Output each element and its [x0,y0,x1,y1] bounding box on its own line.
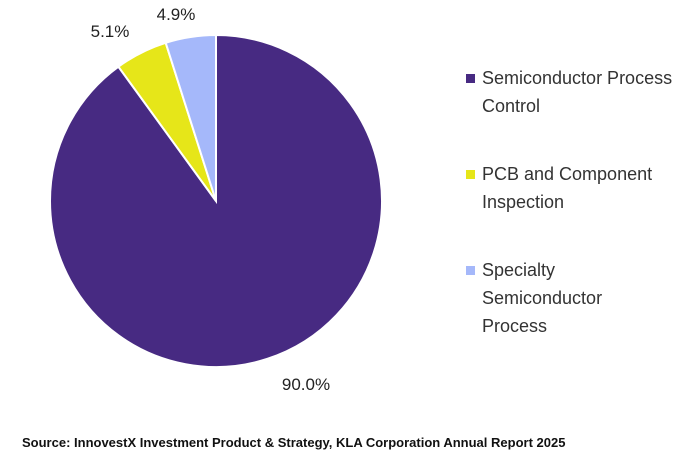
pie-slice-specialty-semiconductor-process [164,33,217,202]
legend-swatch [466,170,475,179]
slice-data-label: 90.0% [282,375,330,394]
legend-label: Specialty Semiconductor Process [482,260,603,336]
legend-swatch [466,266,475,275]
slice-data-label: 4.9% [157,5,196,24]
legend-label: PCB and Component Inspection [482,164,653,212]
source-note: Source: InnovestX Investment Product & S… [22,435,566,450]
legend-label: Semiconductor Process Control [482,68,673,116]
slice-data-label: 5.1% [91,22,130,41]
legend-swatch [466,74,475,83]
